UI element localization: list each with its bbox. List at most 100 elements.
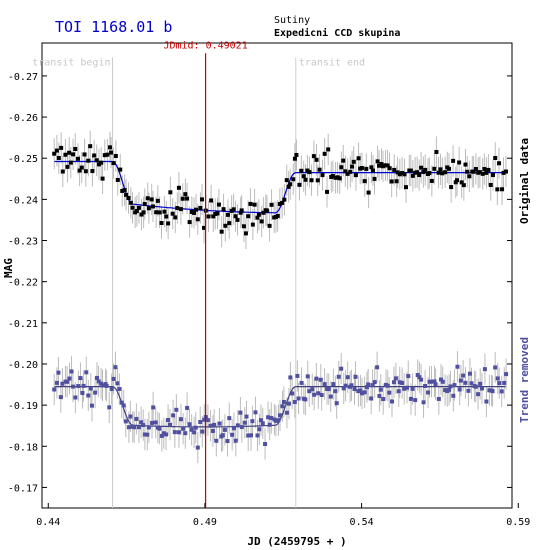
detrended-point <box>366 382 371 387</box>
detrended-point <box>334 401 339 406</box>
detrended-point <box>277 413 282 418</box>
original-point <box>142 201 147 206</box>
y-tick-label: -0.19 <box>8 401 38 412</box>
original-point <box>317 167 322 172</box>
detrended-point <box>484 399 489 404</box>
original-point <box>326 147 331 152</box>
original-point <box>301 174 306 179</box>
original-point <box>429 178 434 183</box>
y-tick-label: -0.22 <box>8 278 38 289</box>
original-point <box>192 210 197 215</box>
original-point <box>453 180 458 185</box>
detrended-point <box>290 391 295 396</box>
original-point <box>447 166 452 171</box>
original-point <box>96 162 101 167</box>
detrended-point <box>176 430 181 435</box>
detrended-point <box>195 445 200 450</box>
detrended-point <box>267 422 272 427</box>
detrended-point <box>467 371 472 376</box>
original-point <box>436 170 441 175</box>
original-point <box>134 209 139 214</box>
detrended-point <box>316 391 321 396</box>
y-tick-label: -0.25 <box>8 154 38 165</box>
detrended-point <box>318 377 323 382</box>
original-point <box>311 154 316 159</box>
original-point <box>73 147 78 152</box>
detrended-point <box>69 369 74 374</box>
detrended-point <box>349 383 354 388</box>
detrended-point <box>128 414 133 419</box>
detrended-point <box>296 396 301 401</box>
original-point <box>68 160 73 165</box>
original-point <box>383 163 388 168</box>
detrended-point <box>345 375 350 380</box>
detrended-point <box>200 429 205 434</box>
y-tick-label: -0.27 <box>8 72 38 83</box>
original-point <box>443 170 448 175</box>
original-point <box>394 179 399 184</box>
original-point <box>275 213 280 218</box>
original-point <box>320 173 325 178</box>
detrended-point <box>54 380 59 385</box>
original-point <box>451 158 456 163</box>
y-tick-label: -0.23 <box>8 237 38 248</box>
original-point <box>463 162 468 167</box>
original-point <box>440 171 445 176</box>
original-point <box>484 170 489 175</box>
detrended-point <box>227 416 232 421</box>
detrended-point <box>447 387 452 392</box>
original-point <box>400 170 405 175</box>
detrended-point <box>314 376 319 381</box>
detrended-point <box>145 432 150 437</box>
detrended-point <box>220 433 225 438</box>
original-point <box>337 176 342 181</box>
detrended-point <box>132 425 137 430</box>
detrended-point <box>210 429 215 434</box>
detrended-point <box>80 390 85 395</box>
original-point <box>235 217 240 222</box>
original-point <box>457 160 462 165</box>
detrended-point <box>233 438 238 443</box>
original-point <box>305 168 310 173</box>
original-point <box>477 170 482 175</box>
original-point <box>250 222 255 227</box>
detrended-point <box>473 384 478 389</box>
original-point <box>432 166 437 171</box>
detrended-point <box>436 396 441 401</box>
original-point <box>115 177 120 182</box>
detrended-point <box>499 389 504 394</box>
detrended-point <box>396 389 401 394</box>
original-point <box>315 178 320 183</box>
original-point <box>126 195 131 200</box>
original-point <box>482 167 487 172</box>
original-point <box>233 214 238 219</box>
original-point <box>280 200 285 205</box>
detrended-point <box>166 418 171 423</box>
original-point <box>111 161 116 166</box>
detrended-point <box>438 377 443 382</box>
x-tick-label: 0.54 <box>350 517 374 528</box>
original-point <box>82 152 87 157</box>
original-point <box>261 210 266 215</box>
detrended-point <box>461 373 466 378</box>
original-point <box>200 197 205 202</box>
jdmid-label: JDmid: 0.49021 <box>163 40 247 51</box>
detrended-point <box>96 379 101 384</box>
detrended-point <box>253 410 258 415</box>
detrended-point <box>370 383 375 388</box>
detrended-point <box>141 423 146 428</box>
detrended-point <box>159 433 164 438</box>
detrended-point <box>336 374 341 379</box>
detrended-point <box>303 397 308 402</box>
original-point <box>56 156 61 161</box>
original-point <box>187 220 192 225</box>
detrended-point <box>89 403 94 408</box>
original-point <box>105 152 110 157</box>
detrended-point <box>426 390 431 395</box>
y-axis-label: MAG <box>2 258 15 278</box>
original-point <box>71 152 76 157</box>
detrended-point <box>476 392 481 397</box>
original-point <box>493 156 498 161</box>
detrended-point <box>123 419 128 424</box>
original-point <box>189 209 194 214</box>
